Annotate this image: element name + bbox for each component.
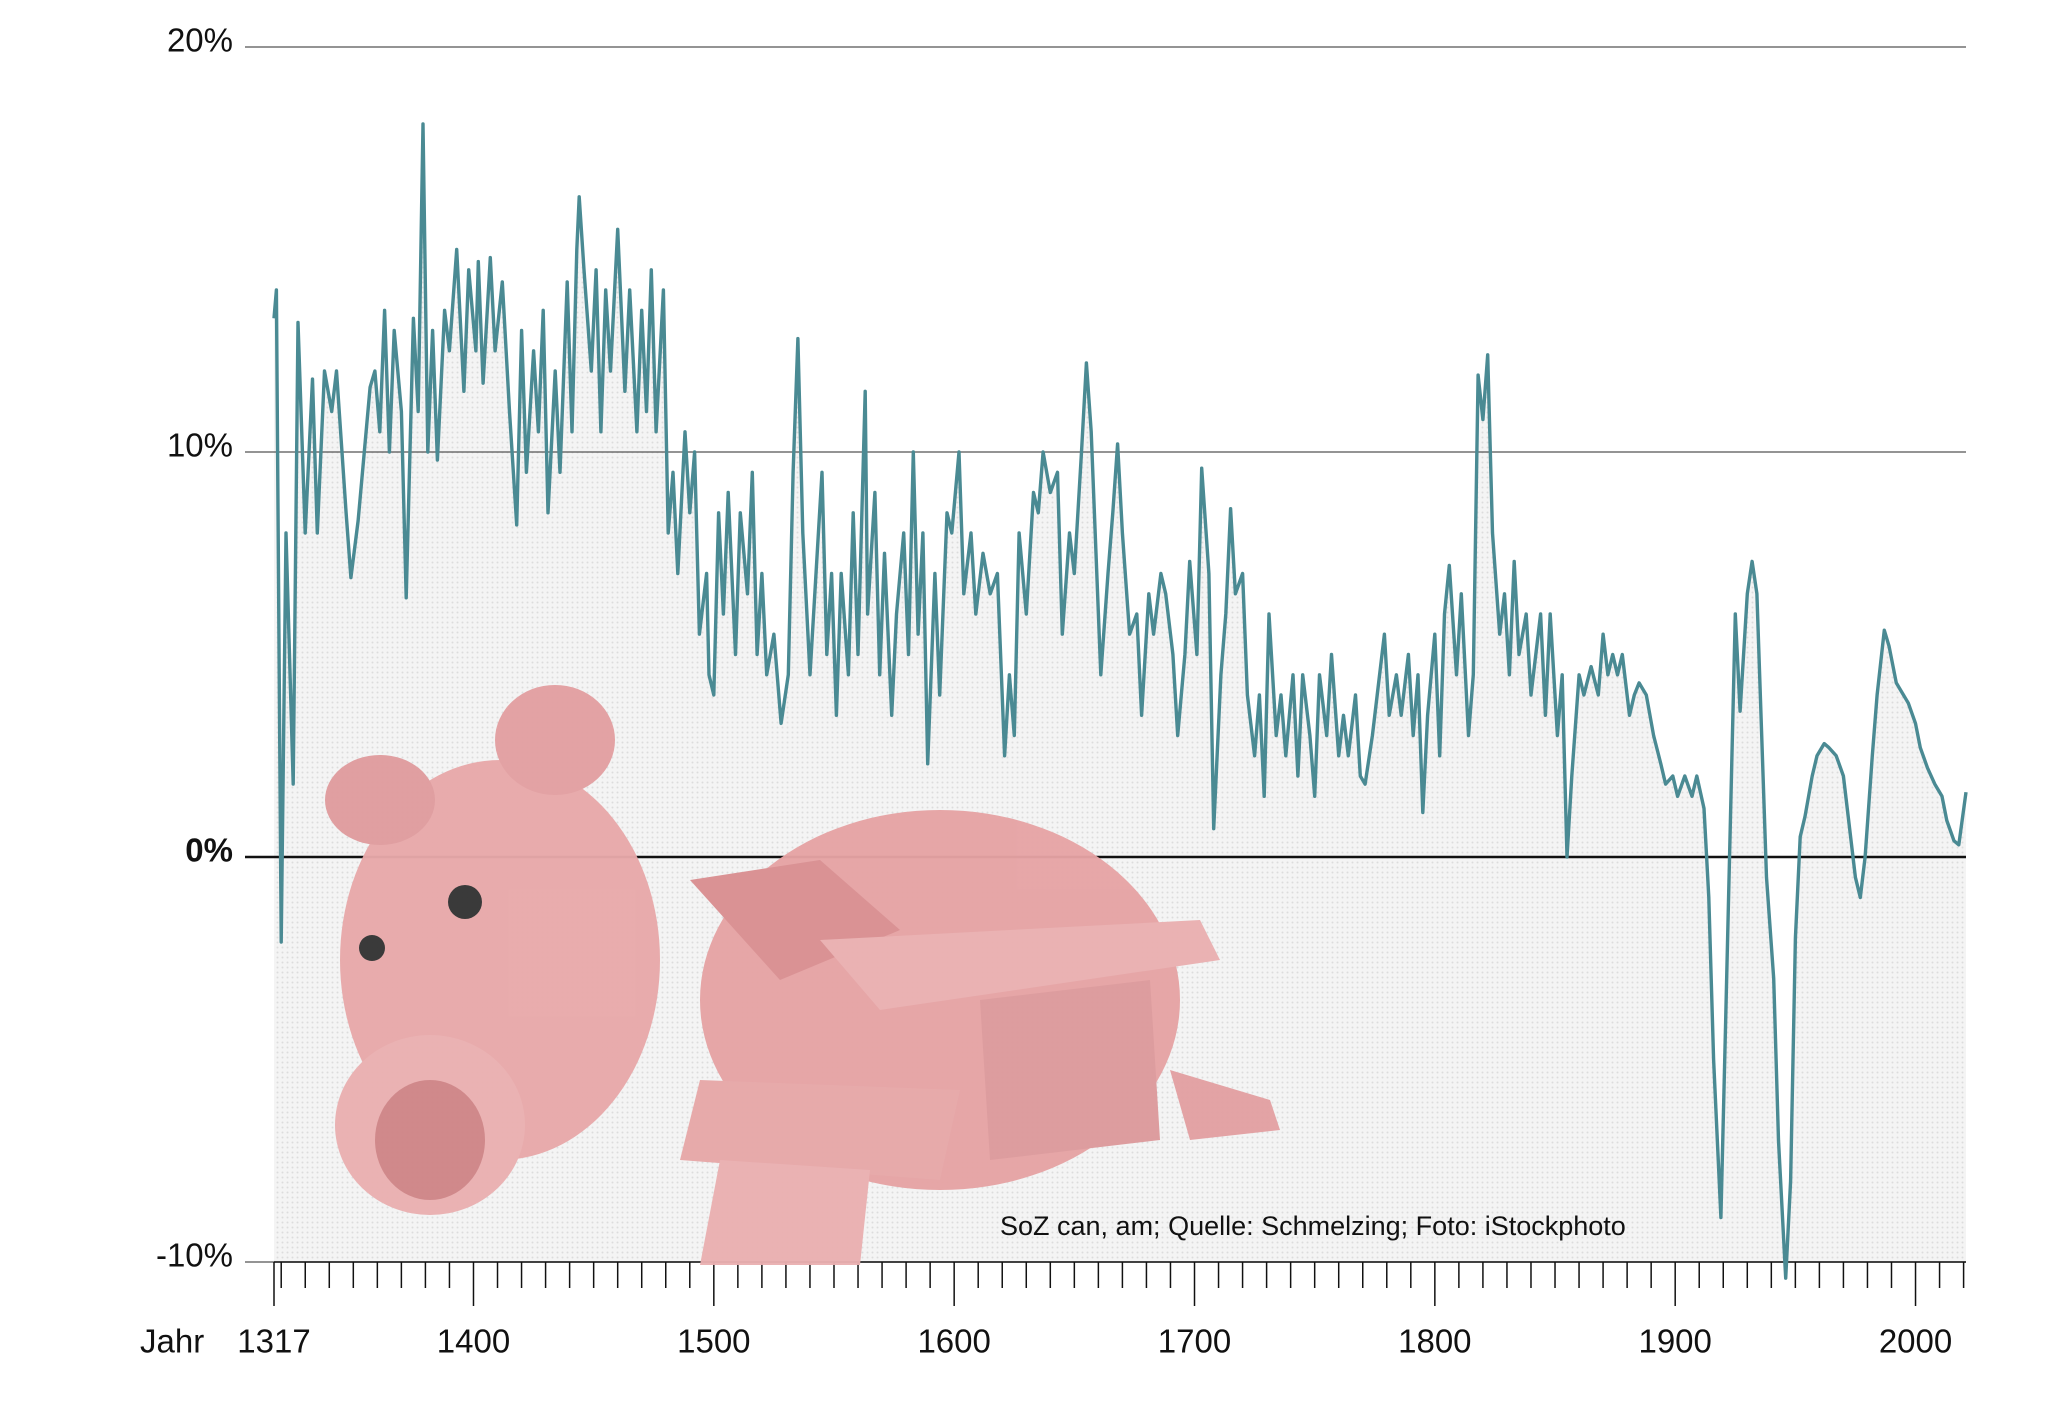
x-tick-label: 2000 xyxy=(1879,1323,1952,1360)
x-tick-label: 1800 xyxy=(1398,1323,1471,1360)
y-tick-label: 0% xyxy=(185,832,233,869)
y-tick-label: -10% xyxy=(156,1237,233,1274)
data-line xyxy=(272,122,1968,1280)
x-tick-label: 1900 xyxy=(1638,1323,1711,1360)
pig-shard xyxy=(980,980,1160,1160)
line-layer xyxy=(272,122,1968,1280)
pig-shard xyxy=(820,920,1220,1010)
pig-eye xyxy=(359,935,385,961)
x-tick-label: 1317 xyxy=(237,1323,310,1360)
source-note: SoZ can, am; Quelle: Schmelzing; Foto: i… xyxy=(1000,1211,1626,1241)
pig-ear xyxy=(495,685,615,795)
area-background xyxy=(274,123,1966,1279)
x-tick-label: 1500 xyxy=(677,1323,750,1360)
piggy-bank-illustration xyxy=(325,685,1280,1265)
y-tick-label: 10% xyxy=(167,427,233,464)
pig-shard xyxy=(680,1080,960,1180)
x-tick-label: 1400 xyxy=(437,1323,510,1360)
pig-nostrils xyxy=(375,1080,485,1200)
pig-ear xyxy=(325,755,435,845)
x-axis-label: Jahr xyxy=(140,1323,204,1360)
x-tick-label: 1600 xyxy=(917,1323,990,1360)
pig-shard xyxy=(700,1160,870,1265)
pig-shard xyxy=(1170,1070,1280,1140)
y-tick-label: 20% xyxy=(167,22,233,59)
x-tick-label: 1700 xyxy=(1158,1323,1231,1360)
pig-eye xyxy=(448,885,482,919)
area-layer xyxy=(274,123,1966,1279)
